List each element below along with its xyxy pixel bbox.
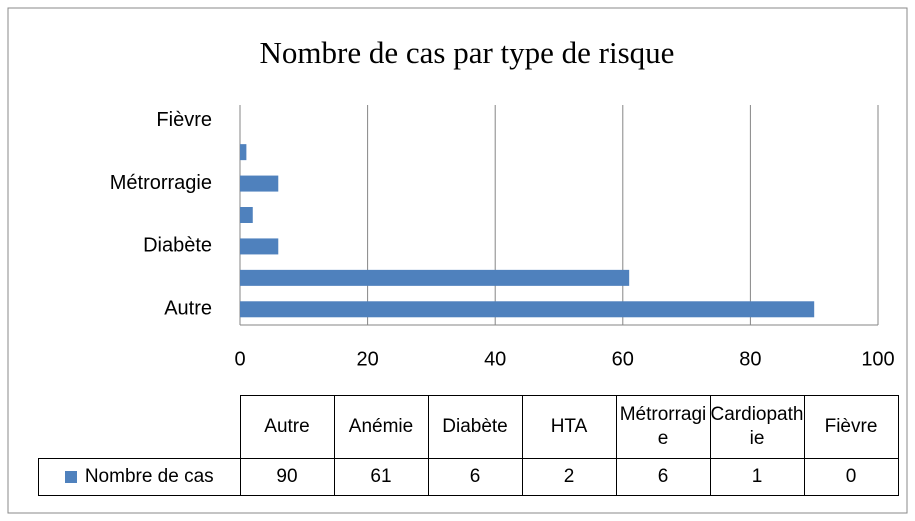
category-cell: Métrorragie [615, 395, 711, 459]
category-cell: HTA [521, 395, 617, 459]
x-tick-label: 0 [234, 348, 245, 370]
value-cell-text: 1 [751, 466, 763, 488]
chart-title: Nombre de cas par type de risque [260, 35, 675, 70]
category-cell: Fièvre [803, 395, 899, 459]
category-cell: Diabète [427, 395, 523, 459]
legend-key [64, 471, 77, 484]
y-tick-label: Fièvre [156, 109, 212, 131]
value-cell-text: 6 [657, 466, 669, 488]
legend-label: Nombre de cas [84, 466, 214, 488]
x-tick-label: 40 [484, 348, 506, 370]
data-table: Autre Anémie Diabète HTA Métrorragie Cardiopa… [38, 395, 899, 496]
bar [240, 144, 247, 161]
value-cell: 6 [427, 458, 523, 496]
y-tick-label: Métrorragie [110, 172, 212, 194]
value-cell: 2 [521, 458, 617, 496]
bar [240, 301, 815, 318]
category-cell-text: Autre [264, 416, 310, 438]
category-cell-text: Diabète [442, 416, 508, 438]
category-cell-text: HTA [550, 416, 588, 438]
x-tick-label: 80 [739, 348, 761, 370]
value-cell: 1 [709, 458, 805, 496]
value-cell-text: 90 [276, 466, 298, 488]
table-header: Autre Anémie Diabète HTA Métrorragie Cardiopa… [38, 395, 899, 459]
value-cell-text: 0 [845, 466, 857, 488]
bar [240, 207, 253, 223]
category-cell: Anémie [333, 395, 429, 459]
value-cell: 0 [803, 458, 899, 496]
bar [240, 175, 279, 192]
value-cell: 90 [239, 458, 335, 496]
y-tick-label: Autre [164, 298, 212, 320]
x-tick-label: 20 [356, 348, 378, 370]
y-tick-label: Diabète [143, 235, 212, 257]
category-cell: Cardiopathie [709, 395, 805, 459]
x-tick-label: 100 [861, 348, 894, 370]
bar [240, 238, 279, 255]
category-cell: Autre [239, 395, 335, 459]
bar [240, 269, 630, 286]
value-cell-text: 61 [370, 466, 392, 488]
value-cell-text: 2 [563, 466, 575, 488]
value-cell-text: 6 [469, 466, 481, 488]
category-cell-text: Métrorragie [619, 404, 707, 449]
table-row: Nombre de cas 90 61 6 2 6 1 0 [38, 458, 899, 496]
value-cell: 6 [615, 458, 711, 496]
category-cell-text: Anémie [348, 416, 414, 438]
series-name-cell: Nombre de cas [38, 458, 241, 496]
corner [38, 395, 241, 459]
category-cell-text: Cardiopathie [710, 404, 804, 449]
value-cell: 61 [333, 458, 429, 496]
x-tick-label: 60 [612, 348, 634, 370]
category-cell-text: Fièvre [824, 416, 878, 438]
